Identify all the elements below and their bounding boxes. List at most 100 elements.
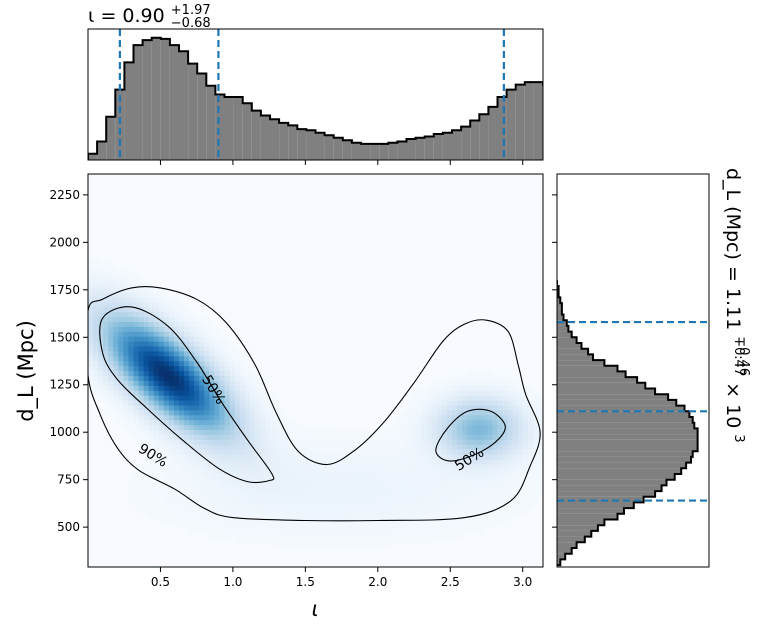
heat-cell: [234, 503, 241, 509]
heat-cell: [330, 434, 337, 440]
heat-cell: [431, 458, 438, 465]
heat-cell: [219, 390, 226, 396]
heat-cell: [173, 429, 180, 435]
heat-cell: [366, 454, 372, 460]
heat-cell: [391, 488, 397, 494]
heat-cell: [118, 409, 124, 416]
heat-cell: [537, 454, 543, 460]
heat-cell: [441, 409, 448, 416]
heat-cell: [532, 409, 539, 416]
heat-cell: [209, 385, 215, 391]
heat-cell: [204, 454, 210, 460]
heat-cell: [502, 503, 509, 509]
heat-cell: [113, 272, 119, 278]
heat-cell: [234, 527, 241, 534]
heat-cell: [396, 512, 403, 519]
heat-cell: [366, 444, 372, 450]
heat-cell: [179, 517, 185, 524]
heat-cell: [158, 345, 165, 352]
heat-cell: [421, 404, 428, 411]
heat-cell: [477, 478, 483, 485]
heat-cell: [229, 454, 236, 460]
heat-cell: [224, 390, 231, 396]
heat-cell: [517, 473, 524, 480]
heat-cell: [88, 336, 94, 342]
heat-cell: [457, 395, 463, 401]
heat-cell: [340, 537, 347, 544]
right-hist-bar: [557, 382, 646, 389]
heat-cell: [254, 503, 261, 509]
heat-cell: [163, 493, 170, 499]
heat-cell: [108, 321, 114, 327]
heat-cell: [492, 508, 499, 514]
heat-cell: [163, 301, 170, 308]
heat-cell: [295, 478, 301, 485]
heat-cell: [335, 508, 342, 514]
heat-cell: [128, 409, 135, 416]
heat-cell: [517, 380, 524, 386]
heat-cell: [366, 532, 372, 539]
heat-cell: [209, 350, 215, 357]
heat-cell: [371, 473, 377, 480]
heat-cell: [138, 311, 145, 318]
heat-cell: [93, 282, 99, 288]
heat-cell: [239, 390, 246, 396]
heat-cell: [173, 458, 180, 465]
heat-cell: [244, 370, 251, 377]
heat-cell: [340, 454, 347, 460]
heat-cell: [270, 458, 276, 465]
heat-cell: [320, 468, 327, 475]
heat-cell: [179, 395, 185, 401]
heat-cell: [295, 493, 301, 499]
heat-cell: [128, 399, 135, 406]
heat-cell: [376, 532, 382, 539]
heat-cell: [249, 399, 256, 406]
heat-cell: [477, 512, 483, 519]
heat-cell: [163, 345, 170, 352]
heat-cell: [214, 508, 221, 514]
heat-cell: [527, 399, 534, 406]
heat-cell: [108, 375, 114, 381]
heat-cell: [189, 488, 195, 494]
heat-cell: [93, 326, 99, 332]
heat-cell: [103, 370, 109, 377]
heat-cell: [426, 517, 433, 524]
heat-cell: [441, 458, 448, 465]
top-hist-bar: [543, 85, 552, 160]
heat-cell: [199, 360, 205, 367]
heat-cell: [234, 468, 241, 475]
heat-cell: [163, 355, 170, 362]
heat-cell: [325, 429, 332, 435]
heat-cell: [194, 478, 200, 485]
heat-cell: [224, 385, 231, 391]
heat-cell: [239, 532, 246, 539]
heat-cell: [179, 321, 185, 327]
heat-cell: [366, 439, 372, 445]
heat-cell: [472, 370, 478, 377]
heat-cell: [446, 458, 453, 465]
heat-cell: [209, 424, 215, 431]
heat-cell: [386, 468, 392, 475]
heat-cell: [133, 365, 140, 372]
heat-cell: [123, 345, 130, 352]
heat-cell: [219, 404, 226, 411]
heat-cell: [103, 331, 109, 337]
heat-cell: [492, 503, 499, 509]
heat-cell: [199, 409, 205, 416]
heat-cell: [300, 449, 306, 455]
heat-cell: [158, 326, 165, 332]
heat-cell: [244, 414, 251, 421]
heat-cell: [507, 473, 514, 480]
heat-cell: [173, 454, 180, 460]
heat-cell: [138, 316, 145, 322]
heat-cell: [93, 360, 99, 367]
heat-cell: [300, 458, 306, 465]
heat-cell: [133, 296, 140, 303]
heat-cell: [184, 434, 190, 440]
heat-cell: [163, 444, 170, 450]
heat-cell: [467, 399, 473, 406]
heat-cell: [143, 468, 150, 475]
heat-cell: [234, 355, 241, 362]
heat-cell: [148, 385, 155, 391]
heat-cell: [361, 498, 367, 504]
